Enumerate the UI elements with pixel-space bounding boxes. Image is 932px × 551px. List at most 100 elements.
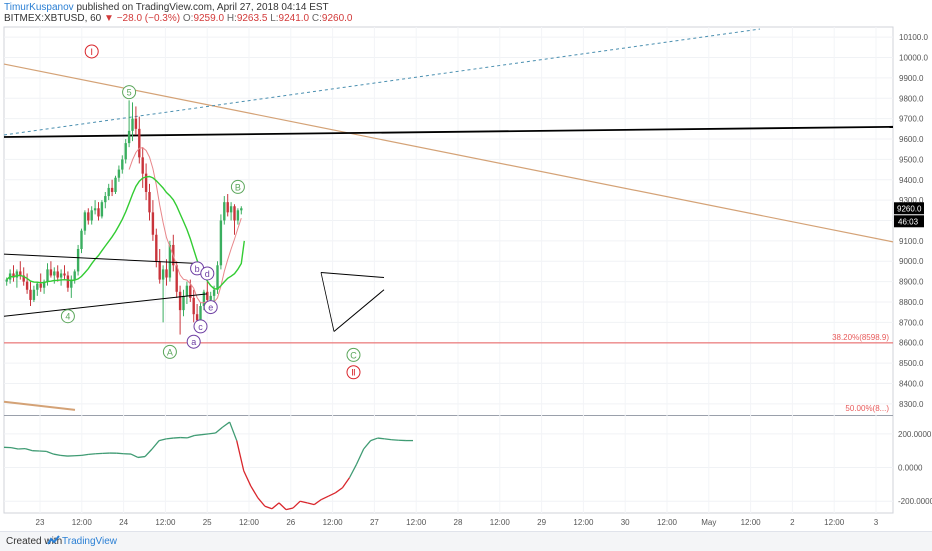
x-tick-label: 12:00: [573, 518, 594, 527]
x-tick-label: 26: [286, 518, 295, 527]
plot-frame: [4, 27, 893, 513]
y-tick-label: 9400.0: [899, 176, 924, 185]
wave-text: c: [198, 322, 203, 332]
candle-body: [60, 273, 62, 277]
oscillator-segment: [350, 464, 357, 477]
oscillator-segment: [265, 506, 272, 509]
oscillator-segment: [201, 434, 208, 435]
x-tick-label: May: [701, 518, 716, 527]
countdown-text: 46:03: [898, 217, 919, 226]
wave-label: B: [231, 180, 244, 193]
oscillator-segment: [166, 438, 173, 439]
oscillator-segment: [209, 433, 216, 434]
oscillator-segment: [335, 488, 342, 493]
oscillator-segment: [117, 453, 124, 454]
candle-body: [155, 235, 157, 261]
oscillator-segment: [286, 508, 293, 510]
oscillator-segment: [46, 451, 53, 454]
wave-text: 5: [127, 88, 132, 98]
x-tick-label: 12:00: [323, 518, 344, 527]
oscillator-segment: [138, 457, 145, 458]
candle-body: [227, 202, 229, 212]
wave-text: d: [205, 269, 210, 279]
candle-body: [108, 188, 110, 196]
candle-body: [46, 269, 48, 281]
y-tick-label: 8300.0: [899, 400, 924, 409]
wave-label: 5: [123, 86, 136, 99]
candle-body: [94, 208, 96, 210]
candle-body: [179, 292, 181, 310]
candle-body: [135, 119, 137, 129]
fib-level-label: 38.20%(8598.9): [832, 333, 889, 342]
last-price-text: 9260.0: [897, 204, 922, 213]
osc-tick-label: -200.0000: [898, 497, 932, 506]
oscillator-series: [4, 422, 413, 510]
candle-body: [111, 188, 113, 192]
oscillator-segment: [272, 503, 279, 509]
y-tick-label: 8800.0: [899, 298, 924, 307]
oscillator-segment: [25, 449, 32, 451]
black-resistance-line: [4, 127, 893, 137]
candle-body: [104, 196, 106, 202]
candle-body: [206, 292, 208, 300]
oscillator-segment: [230, 422, 237, 441]
candle-body: [182, 296, 184, 310]
candle-body: [53, 271, 55, 275]
tradingview-brand[interactable]: TradingView: [62, 536, 117, 547]
candle-body: [125, 143, 127, 159]
candle-body: [186, 286, 188, 296]
y-tick-label: 8400.0: [899, 379, 924, 388]
wave-label: A: [163, 345, 176, 358]
wave-text: a: [191, 337, 196, 347]
footer: Created with TradingView: [0, 531, 932, 551]
oscillator-segment: [342, 478, 349, 488]
oscillator-segment: [194, 435, 201, 436]
candle-body: [84, 212, 86, 230]
oscillator-segment: [60, 455, 67, 456]
countdown-badge: 46:03: [894, 215, 924, 227]
x-tick-label: 27: [370, 518, 379, 527]
tradingview-logo-icon: [47, 535, 60, 549]
candle-body: [29, 290, 31, 300]
x-tick-label: 12:00: [824, 518, 845, 527]
y-tick-label: 9100.0: [899, 237, 924, 246]
wave-text: Ⅱ: [351, 368, 355, 378]
oscillator-segment: [145, 449, 152, 457]
oscillator-segment: [258, 498, 265, 506]
y-tick-label: 8900.0: [899, 278, 924, 287]
wave-label: d: [201, 267, 214, 280]
candle-body: [142, 157, 144, 173]
candle-body: [216, 265, 218, 289]
candle-body: [114, 178, 116, 192]
y-tick-label: 9800.0: [899, 94, 924, 103]
candle-body: [199, 306, 201, 320]
candle-body: [33, 290, 35, 300]
x-tick-label: 12:00: [406, 518, 427, 527]
candle-body: [101, 202, 103, 216]
wave-text: A: [167, 347, 173, 357]
chart-area[interactable]: 38.20%(8598.9)50.00%(8...) Ⅰ54ABCⅡabcde …: [0, 0, 932, 531]
wave-text: C: [350, 350, 357, 360]
candle-body: [97, 208, 99, 216]
candle-body: [131, 119, 133, 131]
candle-body: [57, 271, 59, 277]
y-tick-label: 8500.0: [899, 359, 924, 368]
candle-body: [16, 271, 18, 277]
candle-body: [223, 202, 225, 220]
oscillator-segment: [251, 486, 258, 498]
y-tick-label: 8700.0: [899, 318, 924, 327]
candle-body: [148, 192, 150, 212]
x-tick-label: 29: [537, 518, 546, 527]
oscillator-segment: [89, 454, 96, 455]
oscillator-segment: [11, 448, 18, 449]
candle-body: [230, 206, 232, 212]
candle-body: [50, 269, 52, 275]
oscillator-segment: [321, 496, 328, 499]
osc-tick-label: 200.0000: [898, 430, 932, 439]
wave-text: B: [235, 182, 241, 192]
candle-body: [63, 273, 65, 275]
y-tick-label: 10000.0: [899, 54, 928, 63]
x-tick-label: 12:00: [741, 518, 762, 527]
candle-body: [118, 170, 120, 178]
